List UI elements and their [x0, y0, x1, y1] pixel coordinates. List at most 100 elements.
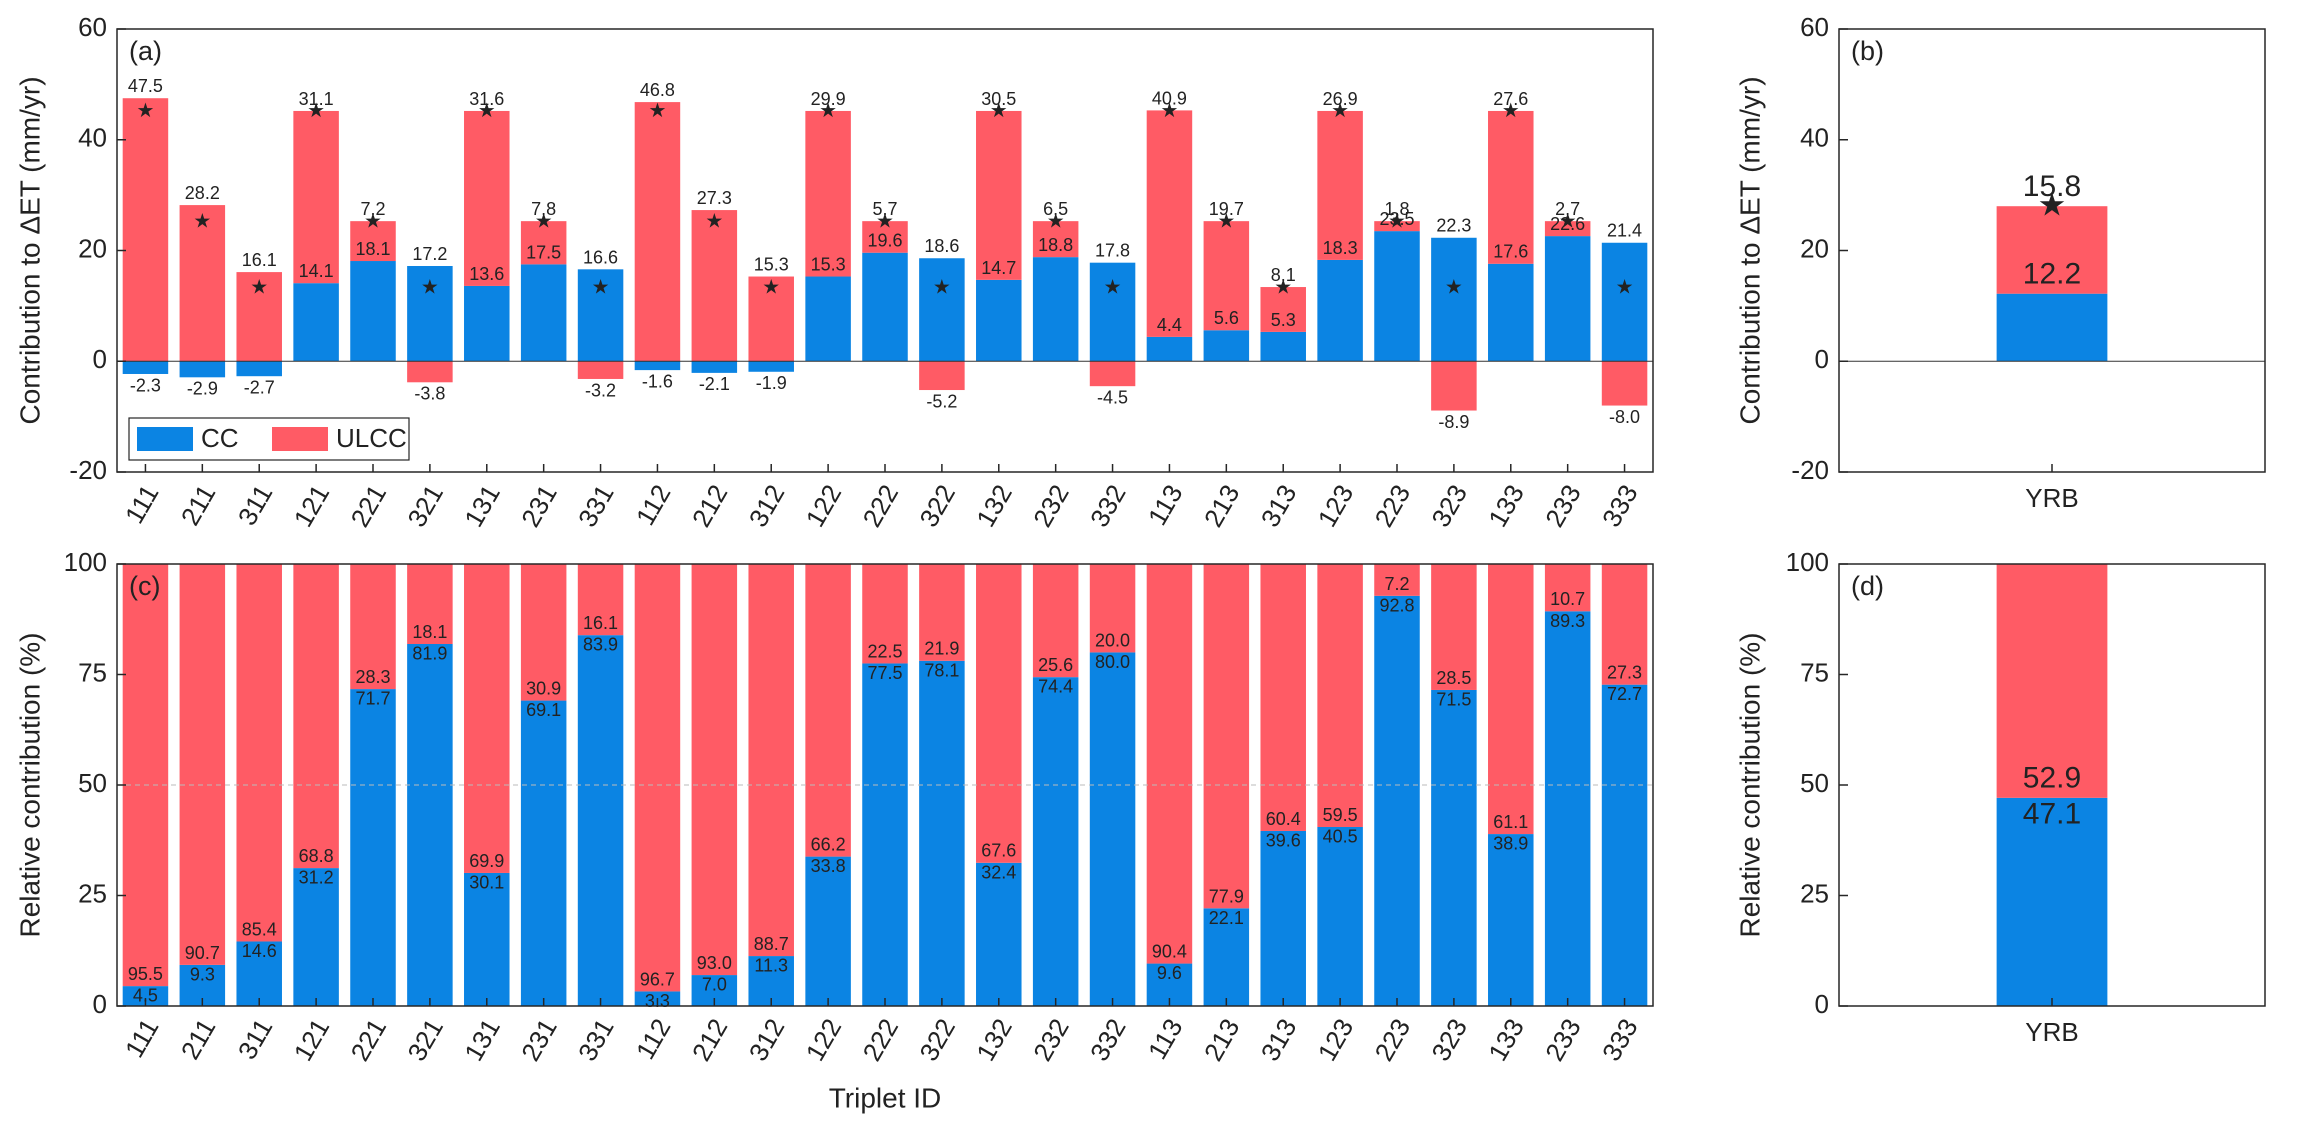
- star-marker: ★: [762, 276, 780, 298]
- legend-swatch: [137, 427, 193, 451]
- bar-segment: [293, 110, 339, 284]
- bar-segment: [1317, 259, 1363, 362]
- x-tick-label: 133: [1482, 1013, 1530, 1066]
- x-tick-label: 232: [1027, 1013, 1075, 1066]
- x-tick-label: 132: [970, 1013, 1018, 1066]
- value-label: 5.7: [872, 199, 897, 219]
- value-label: 30.9: [526, 679, 561, 699]
- value-label: 33.8: [811, 856, 846, 876]
- value-label: 5.6: [1214, 308, 1239, 328]
- bar-segment: [407, 361, 453, 383]
- bar-segment: [1089, 564, 1136, 653]
- bar-segment: [1374, 595, 1420, 1006]
- bar-segment: [1431, 689, 1477, 1006]
- bar-segment: [577, 361, 624, 379]
- value-label: 15.8: [2023, 170, 2081, 203]
- value-label: 68.8: [299, 846, 334, 866]
- x-tick-label: 322: [913, 479, 961, 532]
- value-label: 31.2: [299, 868, 334, 888]
- value-label: -1.6: [642, 371, 673, 391]
- bar-segment: [748, 956, 794, 1006]
- value-label: 23.5: [1379, 209, 1414, 229]
- value-label: 11.3: [754, 956, 788, 976]
- value-label: 14.6: [242, 941, 277, 961]
- value-label: 16.6: [583, 247, 618, 267]
- value-label: 25.6: [1038, 655, 1073, 675]
- value-label: 19.7: [1209, 199, 1244, 219]
- star-marker: ★: [819, 100, 837, 122]
- value-label: 10.7: [1550, 589, 1585, 609]
- x-tick-label: 232: [1027, 479, 1075, 532]
- y-tick-label: 25: [1800, 878, 1829, 908]
- value-label: 52.9: [2023, 762, 2081, 795]
- bar-segment: [805, 276, 851, 362]
- legend-label: CC: [201, 423, 239, 453]
- bar-segment: [862, 252, 908, 362]
- bar-segment: [577, 635, 624, 1006]
- value-label: 27.3: [697, 188, 732, 208]
- value-label: 71.5: [1436, 690, 1471, 710]
- panel: 0 25 50 75 100 YRB (d) Relative contribution (%…: [1734, 547, 2266, 1047]
- y-tick-label: 40: [78, 123, 107, 153]
- x-tick-label: YRB: [2025, 1017, 2078, 1047]
- bar-segment: [236, 361, 282, 377]
- value-label: 59.5: [1323, 805, 1358, 825]
- star-marker: ★: [193, 210, 211, 232]
- value-label: -2.7: [244, 378, 275, 398]
- bar-segment: [293, 283, 339, 362]
- bar-segment: [691, 564, 738, 976]
- bar-segment: [577, 269, 624, 362]
- value-label: 40.5: [1323, 827, 1358, 847]
- value-label: 60.4: [1266, 809, 1301, 829]
- star-marker: ★: [2038, 187, 2067, 223]
- value-label: 40.9: [1152, 88, 1187, 108]
- labels: 12.2 15.8★: [2023, 170, 2081, 290]
- value-label: 30.5: [981, 89, 1016, 109]
- bars: [1996, 564, 2108, 1006]
- value-label: 14.7: [981, 258, 1016, 278]
- bar-segment: [919, 564, 965, 661]
- star-marker: ★: [1104, 276, 1122, 298]
- star-marker: ★: [1502, 100, 1520, 122]
- bar-segment: [1431, 237, 1477, 362]
- x-tick-label: 112: [630, 479, 677, 530]
- bar-segment: [464, 285, 510, 362]
- bar-segment: [1203, 564, 1250, 909]
- value-label: 2.7: [1555, 199, 1580, 219]
- value-label: 6.5: [1043, 199, 1068, 219]
- legend: CC ULCC: [128, 417, 410, 461]
- bar-segment: [1601, 684, 1648, 1006]
- value-label: 26.9: [1323, 89, 1358, 109]
- bar-segment: [634, 102, 681, 362]
- value-label: -4.5: [1097, 388, 1128, 408]
- value-label: 5.3: [1271, 310, 1296, 330]
- bar-segment: [179, 564, 226, 965]
- bar-segment: [976, 279, 1022, 362]
- bar-segment: [862, 564, 908, 664]
- x-tick-label: 211: [175, 479, 222, 530]
- star-marker: ★: [876, 210, 894, 232]
- star-marker: ★: [1047, 210, 1065, 232]
- y-tick-label: -20: [69, 455, 107, 485]
- value-label: 38.9: [1493, 834, 1528, 854]
- bar-segment: [691, 210, 738, 362]
- value-label: -1.9: [756, 373, 787, 393]
- bar-segment: [1601, 242, 1648, 362]
- bar-segment: [1488, 263, 1534, 362]
- x-tick-label: 122: [800, 479, 848, 532]
- value-label: 18.3: [1323, 238, 1358, 258]
- bar-segment: [1317, 826, 1363, 1006]
- value-label: 21.4: [1607, 221, 1642, 241]
- value-label: 77.5: [867, 663, 902, 683]
- panel-label: (d): [1851, 571, 1884, 601]
- y-tick-label: 0: [93, 989, 107, 1019]
- value-label: 1.8: [1384, 199, 1409, 219]
- bar-segment: [464, 564, 510, 873]
- value-label: 7.2: [1384, 574, 1409, 594]
- x-tick-label: 132: [970, 479, 1018, 532]
- labels: 47.152.9: [2023, 762, 2081, 831]
- x-tick-label: 113: [1142, 479, 1189, 530]
- bar-segment: [1260, 331, 1306, 362]
- bar-segment: [122, 986, 169, 1006]
- bar-segment: [1488, 834, 1534, 1006]
